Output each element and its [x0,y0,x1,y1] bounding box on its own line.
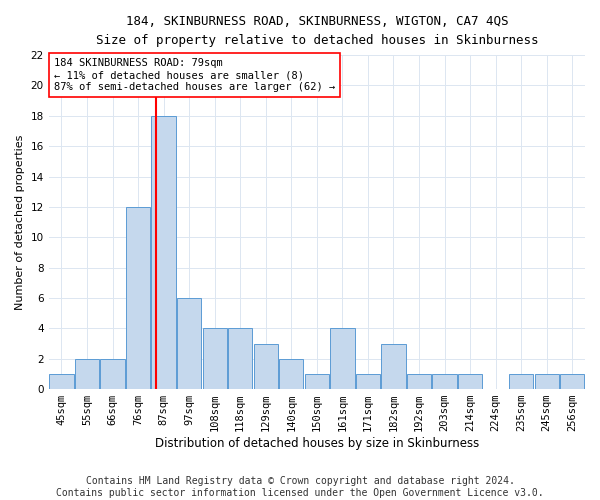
Bar [407,374,431,389]
Text: 184 SKINBURNESS ROAD: 79sqm
← 11% of detached houses are smaller (8)
87% of semi: 184 SKINBURNESS ROAD: 79sqm ← 11% of det… [54,58,335,92]
Y-axis label: Number of detached properties: Number of detached properties [15,134,25,310]
Bar [535,374,559,389]
X-axis label: Distribution of detached houses by size in Skinburness: Distribution of detached houses by size … [155,437,479,450]
Bar [279,358,304,389]
Bar [75,358,99,389]
Bar [382,344,406,389]
Bar [100,358,125,389]
Bar [433,374,457,389]
Bar [458,374,482,389]
Bar [305,374,329,389]
Bar [330,328,355,389]
Bar [151,116,176,389]
Title: 184, SKINBURNESS ROAD, SKINBURNESS, WIGTON, CA7 4QS
Size of property relative to: 184, SKINBURNESS ROAD, SKINBURNESS, WIGT… [95,15,538,47]
Bar [560,374,584,389]
Bar [177,298,201,389]
Bar [356,374,380,389]
Bar [203,328,227,389]
Bar [228,328,253,389]
Text: Contains HM Land Registry data © Crown copyright and database right 2024.
Contai: Contains HM Land Registry data © Crown c… [56,476,544,498]
Bar [126,207,150,389]
Bar [49,374,74,389]
Bar [509,374,533,389]
Bar [254,344,278,389]
